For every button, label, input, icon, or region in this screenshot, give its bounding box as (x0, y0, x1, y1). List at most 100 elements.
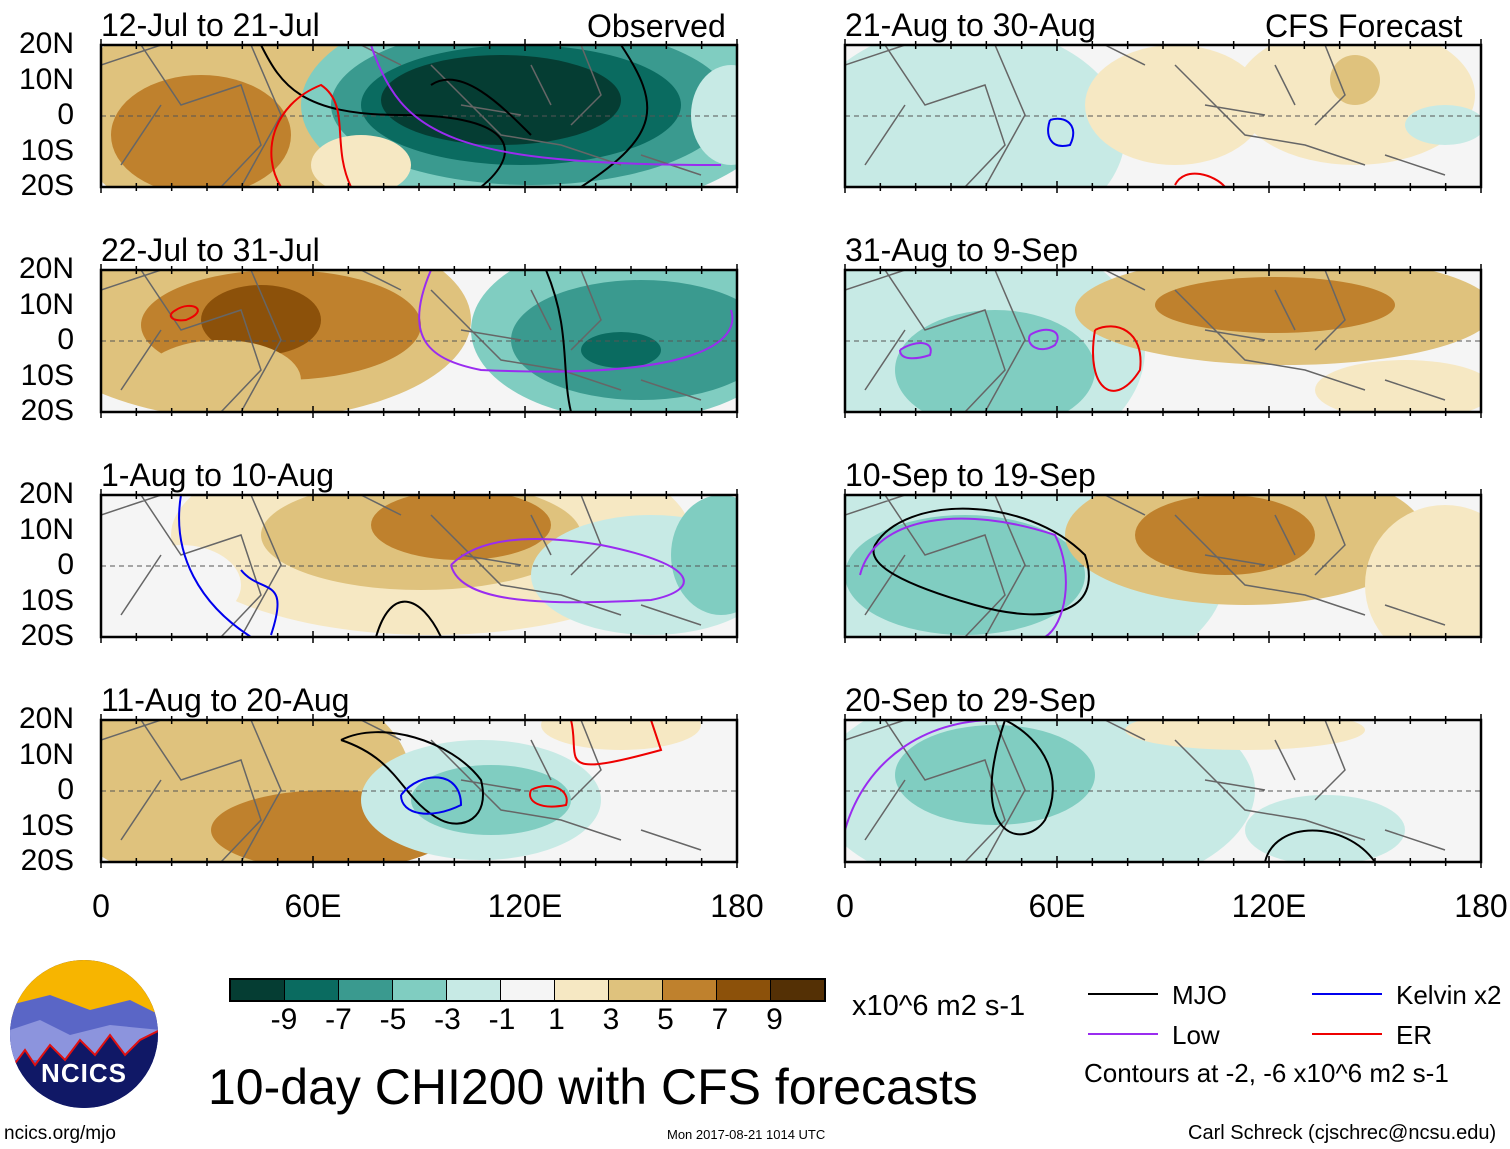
chi200-anomaly-region (895, 310, 1095, 412)
coastlines (845, 495, 1446, 637)
colorbar-tick-label: 7 (711, 1003, 729, 1036)
panel-title: 12-Jul to 21-Jul (101, 7, 320, 43)
wave-contour (1264, 829, 1376, 862)
chi200-anomaly-region (541, 720, 701, 750)
colorbar-swatch (339, 980, 393, 1000)
map-panel (99, 714, 739, 868)
colorbar-tick-label: -9 (270, 1003, 298, 1036)
lat-tick-label: 0 (57, 98, 74, 131)
chi200-anomaly-region (691, 65, 737, 165)
observed-label: Observed (587, 8, 726, 44)
panel-title: 22-Jul to 31-Jul (101, 232, 320, 268)
coastlines (845, 45, 1446, 187)
chi200-anomaly-region (371, 495, 551, 560)
colorbar-tick-label: -1 (488, 1003, 516, 1036)
panel-title: 11-Aug to 20-Aug (101, 682, 350, 718)
wave-contour (169, 304, 199, 322)
chi200-anomaly-region (1135, 495, 1315, 575)
wave-contour (370, 45, 722, 166)
colorbar-tick-label: 1 (548, 1003, 565, 1036)
lat-tick-label: 0 (57, 773, 74, 806)
panel-title: 31-Aug to 9-Sep (845, 232, 1079, 268)
chi200-anomaly-region (381, 55, 621, 145)
wave-contour (270, 83, 352, 187)
chi200-anomaly-region (671, 495, 737, 615)
forecast-label: CFS Forecast (1265, 8, 1463, 44)
panel-title: 21-Aug to 30-Aug (845, 7, 1096, 43)
chi200-anomaly-region (581, 332, 661, 368)
legend-line (1088, 993, 1158, 995)
chi200-anomaly-region (111, 75, 291, 187)
wave-contour (418, 270, 734, 373)
wave-contour (1028, 328, 1059, 351)
lon-tick-label: 0 (836, 888, 854, 924)
colorbar-swatch (771, 980, 824, 1000)
coastlines (101, 720, 702, 862)
wave-contour (1174, 172, 1226, 187)
units-label: x10^6 m2 s-1 (852, 990, 1026, 1022)
map-panel (99, 264, 739, 418)
chi200-anomaly-region (1085, 45, 1265, 165)
wave-contour (859, 517, 1067, 637)
lat-tick-label: 20S (20, 169, 74, 202)
lon-tick-label: 180 (710, 888, 764, 924)
colorbar-swatch (231, 980, 285, 1000)
colorbar-swatch (717, 980, 771, 1000)
wave-contour (580, 45, 649, 187)
colorbar-tick-label: 9 (766, 1003, 783, 1036)
wave-contour (570, 720, 663, 766)
colorbar-swatch (555, 980, 609, 1000)
lat-tick-label: 10S (20, 133, 74, 167)
wave-contour (240, 569, 279, 636)
legend-line (1088, 1033, 1158, 1035)
lat-tick-label: 20S (20, 844, 74, 877)
wave-contour (899, 342, 932, 360)
lat-tick-label: 0 (57, 548, 74, 581)
colorbar-tick-label: 3 (602, 1003, 620, 1036)
coastlines (101, 45, 702, 187)
map-panel (843, 264, 1483, 418)
coastlines (845, 720, 1446, 862)
lat-tick-label: 10N (18, 737, 74, 771)
legend-line (1312, 993, 1382, 995)
wave-contour (845, 720, 996, 831)
lat-tick-label: 20N (18, 27, 74, 60)
wave-contour (1047, 117, 1075, 147)
chi200-anomaly-region (895, 725, 1095, 825)
author: Carl Schreck (cjschrec@ncsu.edu) (1188, 1122, 1497, 1144)
chi200-anomaly-region (1405, 105, 1481, 145)
wave-contour (990, 720, 1054, 836)
lon-tick-label: 60E (1028, 888, 1086, 924)
colorbar-swatch (393, 980, 447, 1000)
coastlines (845, 270, 1446, 412)
chi200-anomaly-region (201, 285, 321, 355)
map-panel (843, 489, 1483, 643)
colorbar-swatch (663, 980, 717, 1000)
wave-contour (545, 270, 572, 412)
legend-label: MJO (1172, 980, 1227, 1010)
wave-contour (400, 776, 463, 815)
colorbar-swatch (609, 980, 663, 1000)
chi200-anomaly-region (1125, 720, 1365, 750)
coastlines (101, 270, 702, 412)
lat-tick-label: 10S (20, 358, 74, 392)
lon-tick-label: 0 (92, 888, 110, 924)
lat-tick-label: 20S (20, 619, 74, 652)
lon-tick-label: 60E (284, 888, 342, 924)
wave-contour (375, 600, 442, 637)
url-text: ncics.org/mjo (4, 1123, 116, 1144)
chi200-anomaly-region (1245, 795, 1405, 862)
logo-text: NCICS (41, 1058, 127, 1088)
colorbar-swatch (501, 980, 555, 1000)
colorbar-tick-label: -3 (434, 1003, 461, 1036)
lat-tick-label: 0 (57, 323, 74, 356)
main-title: 10-day CHI200 with CFS forecasts (208, 1059, 978, 1115)
colorbar-tick-label: 5 (657, 1003, 674, 1036)
panel-title: 1-Aug to 10-Aug (101, 457, 335, 493)
chi200-anomaly-region (1315, 360, 1481, 412)
panel-title: 20-Sep to 29-Sep (845, 682, 1096, 718)
lat-tick-label: 10N (18, 287, 74, 321)
colorbar-tick-label: -5 (379, 1003, 407, 1036)
panel-title: 10-Sep to 19-Sep (845, 457, 1096, 493)
wave-contour (178, 495, 252, 637)
